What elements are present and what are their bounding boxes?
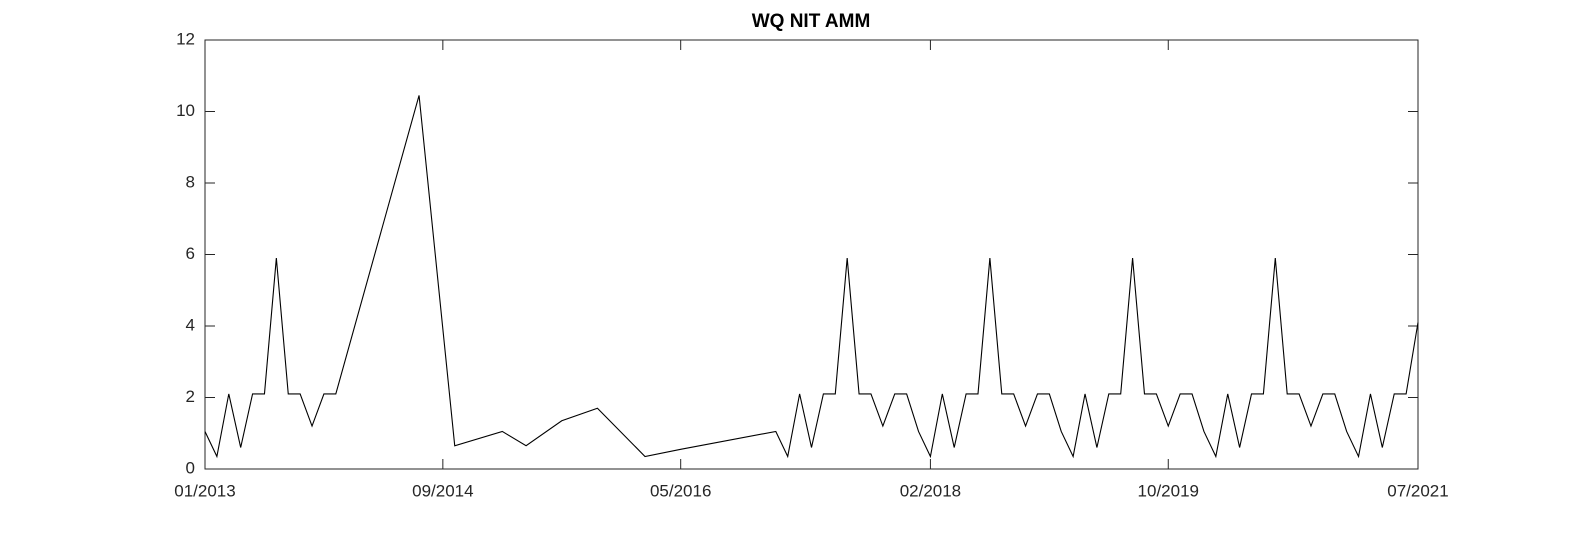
y-tick-label: 8 (186, 172, 195, 191)
y-tick-label: 6 (186, 244, 195, 263)
x-tick-label: 09/2014 (412, 481, 473, 500)
y-tick-label: 4 (186, 315, 195, 334)
x-tick-label: 01/2013 (174, 481, 235, 500)
x-tick-label: 05/2016 (650, 481, 711, 500)
x-tick-label: 10/2019 (1138, 481, 1199, 500)
x-tick-label: 02/2018 (900, 481, 961, 500)
y-tick-label: 0 (186, 458, 195, 477)
x-tick-label: 07/2021 (1387, 481, 1448, 500)
chart-title: WQ NIT AMM (752, 11, 871, 32)
y-tick-label: 2 (186, 387, 195, 406)
y-tick-label: 10 (176, 101, 195, 120)
y-tick-label: 12 (176, 29, 195, 48)
data-line (204, 95, 1419, 459)
